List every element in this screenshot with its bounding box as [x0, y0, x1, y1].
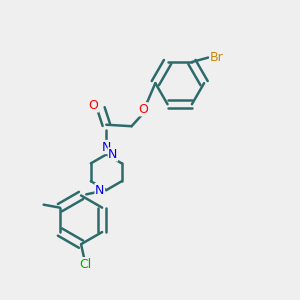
- Text: Cl: Cl: [80, 258, 92, 271]
- Text: O: O: [88, 99, 98, 112]
- Text: Br: Br: [210, 51, 224, 64]
- Text: N: N: [108, 148, 118, 161]
- Text: N: N: [102, 140, 111, 154]
- Text: N: N: [95, 184, 104, 196]
- Text: O: O: [138, 103, 148, 116]
